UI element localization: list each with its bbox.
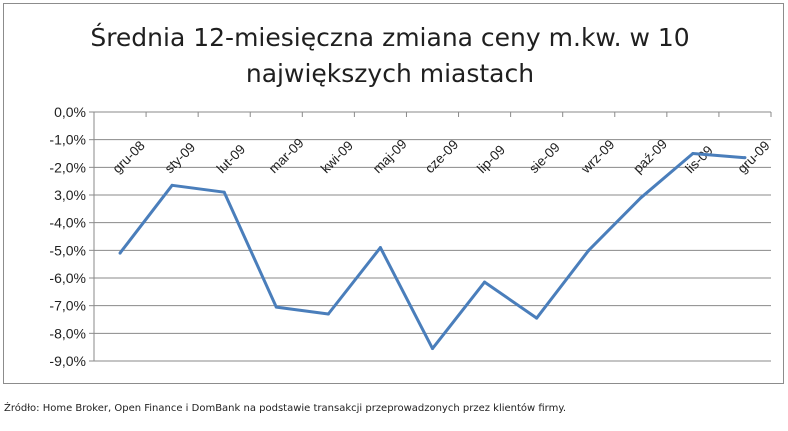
x-tick-label: maj-09 [370,136,410,176]
series-line [118,152,746,351]
x-tick-label: gru-08 [110,138,148,176]
data-point [326,312,330,316]
y-tick-label: -2,0% [49,159,86,175]
x-tick-label: sie-09 [526,140,563,177]
data-point [274,305,278,309]
x-tick-label: paź-09 [630,136,670,176]
x-tick-label: cze-09 [422,137,461,176]
x-tick-label: lip-09 [474,142,508,176]
data-point [483,280,487,284]
data-point [743,156,747,160]
x-tick-label: mar-09 [266,135,307,176]
y-tick-label: -1,0% [49,132,86,148]
data-point [170,183,174,187]
y-axis-ticks: 0,0% -1,0% -2,0% 3,0% -4,0% -5,0% -6,0% -7,0% -8… [49,104,86,369]
chart-title-line-1: Średnia 12-miesięczna zmiana ceny m.kw. … [90,22,689,52]
x-tick-label: lut-09 [214,142,248,176]
x-tick-label: kwi-09 [318,138,356,176]
x-tick-label: sty-09 [162,140,199,177]
data-point [378,246,382,250]
source-note: Źródło: Home Broker, Open Finance i DomB… [4,403,567,414]
y-tick-label: -7,0% [49,298,86,314]
chart-title-line-2: największych miastach [246,59,534,88]
y-tick-label: -4,0% [49,215,86,231]
x-tick-label: wrz-09 [578,137,618,177]
gridlines [89,111,771,362]
data-point [118,251,122,255]
data-point [639,196,643,200]
data-point [222,190,226,194]
line-chart: Średnia 12-miesięczna zmiana ceny m.kw. … [49,22,772,369]
y-tick-label: -6,0% [49,270,86,286]
data-point [535,316,539,320]
series-layer [118,152,747,351]
chart-frame: Średnia 12-miesięczna zmiana ceny m.kw. … [3,3,784,384]
data-point [587,248,591,252]
y-tick-label: 0,0% [54,104,86,120]
y-tick-label: -9,0% [49,353,86,369]
y-tick-label: -8,0% [49,325,86,341]
y-tick-label: 3,0% [54,187,86,203]
data-point [431,347,434,351]
data-point [691,152,695,155]
y-tick-label: -5,0% [49,242,86,258]
